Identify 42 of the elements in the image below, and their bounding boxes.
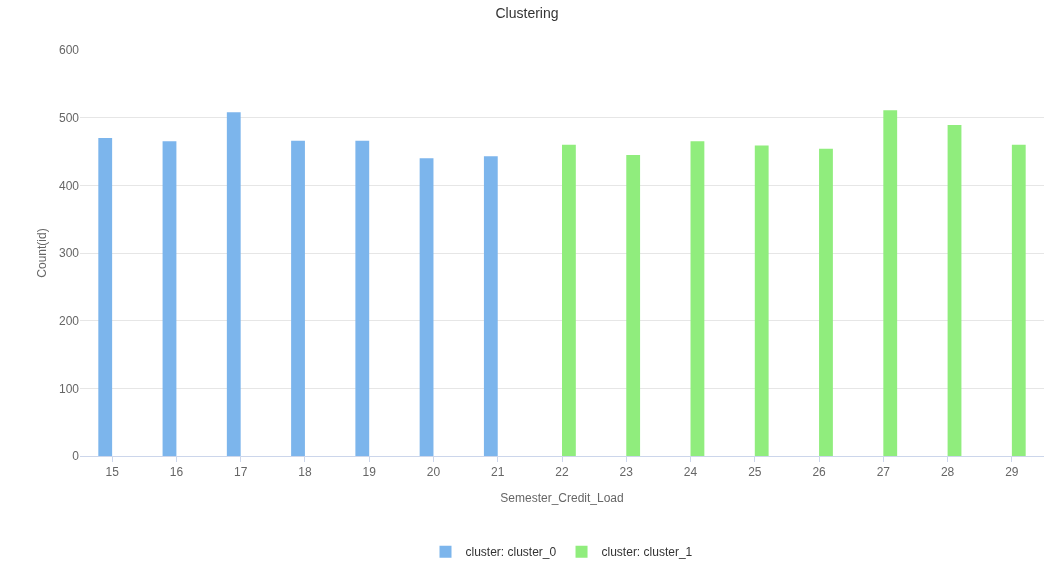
legend-label: cluster: cluster_1 <box>601 545 693 560</box>
x-axis-title: Semester_Credit_Load <box>500 491 624 505</box>
y-tick-label: 200 <box>58 313 80 328</box>
bar <box>754 145 769 456</box>
y-tick-label: 300 <box>58 246 80 261</box>
bar <box>98 137 113 456</box>
bar <box>819 148 833 456</box>
x-tick-label: 20 <box>426 465 441 480</box>
x-tick-label: 28 <box>940 465 955 480</box>
y-tick-label: 100 <box>58 381 80 396</box>
x-tick-label: 27 <box>876 465 891 480</box>
bar <box>483 156 498 456</box>
x-tick-label: 18 <box>298 465 312 480</box>
x-tick-label: 24 <box>683 465 698 480</box>
x-tick-label: 22 <box>555 465 569 480</box>
x-tick-label: 19 <box>362 465 377 480</box>
x-tick-label: 16 <box>169 465 184 480</box>
x-tick-label: 26 <box>812 465 827 480</box>
y-axis-title: Count(id) <box>35 228 49 278</box>
bar <box>1011 144 1026 456</box>
x-tick-label: 17 <box>233 465 248 480</box>
bar <box>162 141 177 456</box>
y-tick-label: 400 <box>58 178 80 193</box>
bar <box>291 140 305 456</box>
bar <box>355 140 370 456</box>
bar <box>690 141 705 456</box>
bar <box>419 158 434 456</box>
bar <box>226 112 241 456</box>
chart-title: Clustering <box>495 5 559 22</box>
bar <box>562 144 576 456</box>
legend-label: cluster: cluster_0 <box>465 545 557 560</box>
bar <box>947 125 962 456</box>
x-tick-label: 15 <box>105 465 120 480</box>
x-tick-label: 23 <box>619 465 634 480</box>
bar <box>883 110 898 456</box>
x-tick-label: 25 <box>748 465 762 480</box>
y-tick-label: 600 <box>58 43 80 58</box>
y-tick-label: 0 <box>72 449 80 464</box>
x-tick-label: 21 <box>491 465 505 480</box>
y-tick-label: 500 <box>58 110 80 125</box>
bar <box>626 154 641 456</box>
x-tick-label: 29 <box>1005 465 1019 480</box>
